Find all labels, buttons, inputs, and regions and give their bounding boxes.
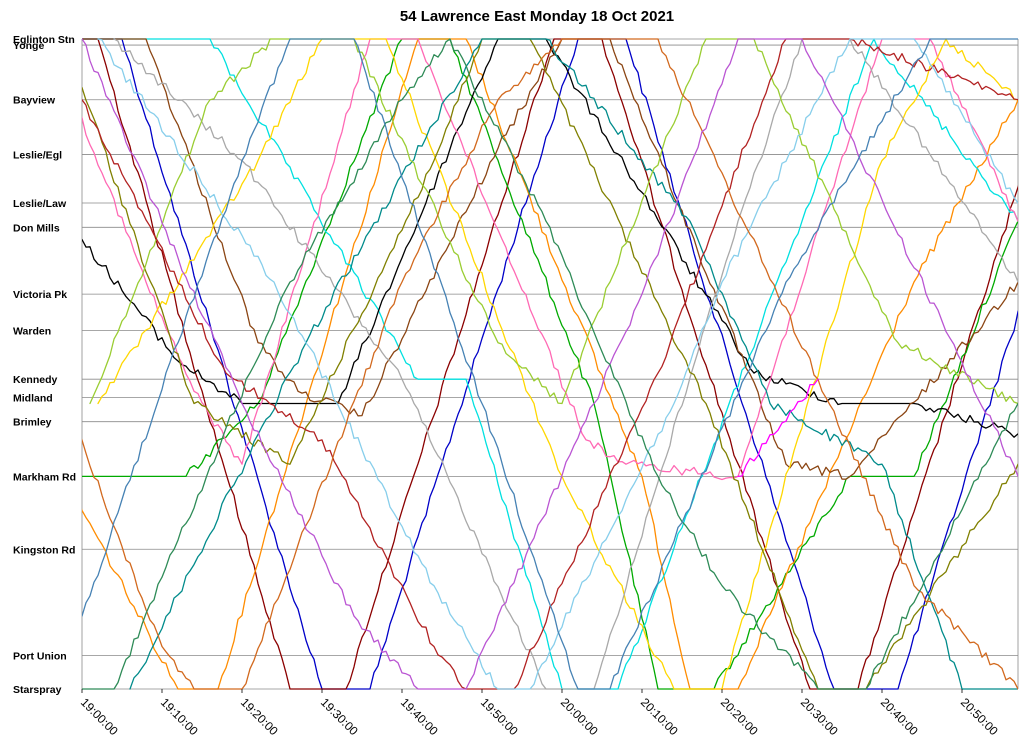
time-tick-labels: 19:00:00 19:10:00 19:20:00 19:30:00 19:40:00… bbox=[78, 689, 1001, 738]
trip-line-7 bbox=[82, 38, 1018, 481]
time-tick-label: 19:40:00 bbox=[398, 695, 441, 738]
time-tick-label: 20:00:00 bbox=[558, 695, 601, 738]
stop-label: Leslie/Egl bbox=[13, 149, 62, 161]
stop-label: Eglinton Stn bbox=[13, 34, 75, 46]
chart-title: 54 Lawrence East Monday 18 Oct 2021 bbox=[400, 8, 674, 25]
stop-label: Bayview bbox=[13, 95, 56, 107]
time-tick-label: 20:40:00 bbox=[878, 695, 921, 738]
time-tick-label: 20:20:00 bbox=[718, 695, 761, 738]
trip-line-1 bbox=[82, 38, 1018, 690]
stop-label: Don Mills bbox=[13, 222, 60, 234]
stop-label: Brimley bbox=[13, 417, 52, 429]
time-tick-label: 20:30:00 bbox=[798, 695, 841, 738]
trip-line-2 bbox=[82, 38, 1018, 690]
time-tick-label: 19:00:00 bbox=[78, 695, 121, 738]
stop-label: Kennedy bbox=[13, 374, 58, 386]
trip-line-18 bbox=[82, 38, 1018, 690]
time-tick-label: 19:50:00 bbox=[478, 695, 521, 738]
trip-line-17 bbox=[82, 38, 1018, 690]
stop-label: Warden bbox=[13, 326, 51, 338]
stop-label: Midland bbox=[13, 392, 53, 404]
time-tick-label: 20:50:00 bbox=[958, 695, 1001, 738]
trip-line-14 bbox=[97, 38, 1018, 690]
stop-label: Leslie/Law bbox=[13, 198, 67, 210]
trip-line-11 bbox=[129, 38, 1018, 690]
stop-label: Starspray bbox=[13, 684, 62, 696]
trip-line-16 bbox=[82, 38, 1018, 690]
time-tick-label: 19:30:00 bbox=[318, 695, 361, 738]
stop-label: Kingston Rd bbox=[13, 544, 75, 556]
stop-label: Port Union bbox=[13, 651, 67, 663]
trip-line-5 bbox=[82, 38, 1018, 438]
trip-line-9 bbox=[113, 38, 1018, 690]
time-tick-label: 19:20:00 bbox=[238, 695, 281, 738]
trip-line-12 bbox=[89, 38, 1018, 405]
trip-lines bbox=[82, 38, 1018, 690]
stop-label: Yonge bbox=[13, 40, 44, 52]
trip-line-6 bbox=[82, 38, 1018, 480]
stop-label: Victoria Pk bbox=[13, 289, 67, 301]
time-tick-label: 19:10:00 bbox=[158, 695, 201, 738]
trip-line-15 bbox=[82, 38, 1018, 690]
trip-line-8 bbox=[97, 38, 1018, 690]
time-tick-label: 20:10:00 bbox=[638, 695, 681, 738]
trip-line-19 bbox=[737, 378, 819, 478]
stop-label: Markham Rd bbox=[13, 471, 76, 483]
